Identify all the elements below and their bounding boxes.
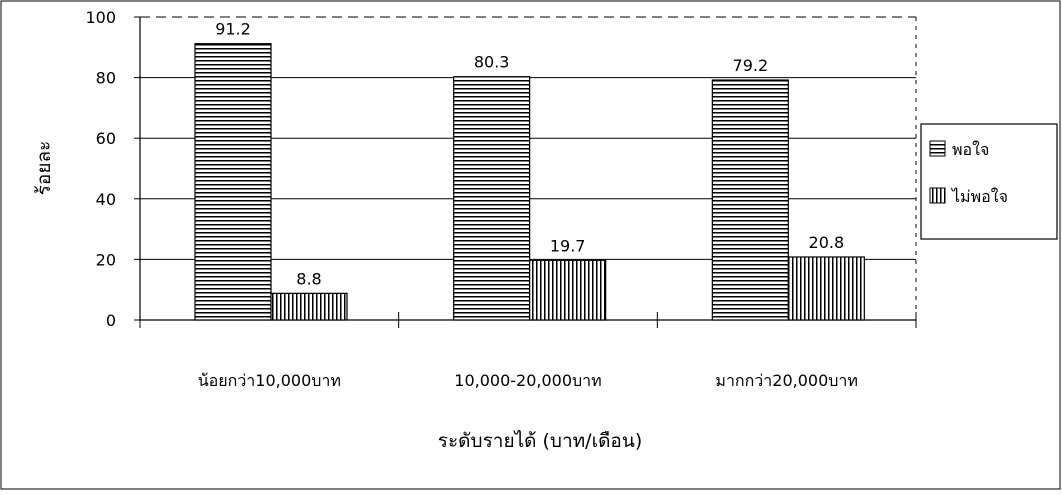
- data-label: 91.2: [215, 20, 251, 39]
- bars: [194, 43, 865, 321]
- bar-satisfied: [711, 79, 789, 321]
- bar-satisfied: [194, 43, 272, 321]
- labels: 0 20 40 60 80 100 91.2 8.8 น้อยกว่า10,000บาท 80.3…: [33, 8, 858, 452]
- bar-satisfied: [453, 76, 531, 321]
- y-tick-label: 80: [96, 69, 116, 88]
- bar-dissatisfied: [787, 256, 865, 321]
- y-tick-label: 20: [96, 250, 116, 269]
- y-tick-label: 40: [96, 190, 116, 209]
- legend-swatch-satisfied: [929, 140, 946, 157]
- x-tick-label: 10,000-20,000บาท: [454, 371, 601, 390]
- y-tick-label: 100: [85, 8, 116, 27]
- data-label: 20.8: [809, 233, 845, 252]
- data-label: 80.3: [474, 53, 510, 72]
- y-tick-label: 60: [96, 129, 116, 148]
- y-axis-title: ร้อยละ: [33, 141, 55, 196]
- data-label: 19.7: [550, 236, 586, 255]
- data-label: 8.8: [296, 269, 321, 288]
- bar-dissatisfied: [270, 292, 348, 321]
- legend-swatch-dissatisfied: [929, 187, 946, 204]
- y-tick-label: 0: [106, 311, 116, 330]
- legend-label-satisfied: พอใจ: [952, 140, 989, 159]
- x-axis-title: ระดับรายได้ (บาท/เดือน): [438, 430, 642, 452]
- bar-dissatisfied: [529, 259, 607, 321]
- x-tick-label: มากกว่า20,000บาท: [715, 371, 858, 390]
- legend-label-dissatisfied: ไม่พอใจ: [950, 187, 1008, 206]
- legend-box: [920, 123, 1058, 240]
- data-label: 79.2: [733, 56, 769, 75]
- x-tick-label: น้อยกว่า10,000บาท: [198, 371, 341, 390]
